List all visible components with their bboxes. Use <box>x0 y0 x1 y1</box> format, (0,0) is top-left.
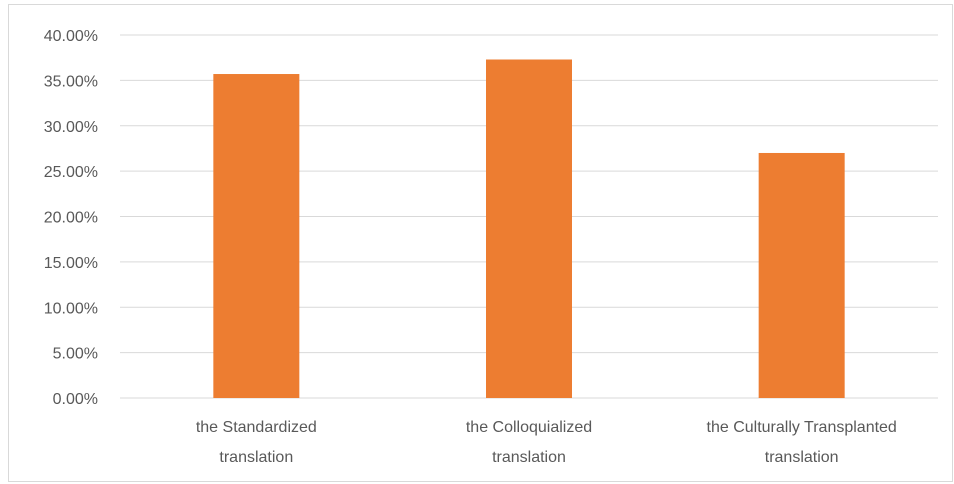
x-category-label-line: the Colloquialized <box>466 419 592 436</box>
x-category-label-line: translation <box>765 449 839 466</box>
y-tick-label: 35.00% <box>44 73 98 90</box>
bar <box>758 152 845 398</box>
x-category-label-line: the Standardized <box>196 419 317 436</box>
y-tick-label: 0.00% <box>53 391 98 408</box>
x-category-label: the Culturally Transplanted translation <box>707 419 897 466</box>
y-tick-label: 15.00% <box>44 255 98 272</box>
y-tick-label: 40.00% <box>44 28 98 45</box>
y-tick-label: 20.00% <box>44 210 98 227</box>
x-category-label: the Colloquialized translation <box>466 419 592 466</box>
y-axis-tick-labels: 0.00% 5.00% 10.00% 15.00% 20.00% 25.00% 30.00%… <box>44 28 98 408</box>
x-category-label-line: translation <box>492 449 566 466</box>
bar <box>486 59 572 398</box>
y-tick-label: 5.00% <box>53 346 98 363</box>
x-category-label-line: translation <box>219 449 293 466</box>
y-tick-label: 30.00% <box>44 119 98 136</box>
x-category-label-line: the Culturally Transplanted <box>707 419 897 436</box>
bars <box>213 59 845 399</box>
y-tick-label: 10.00% <box>44 300 98 317</box>
x-category-label: the Standardized translation <box>196 419 317 466</box>
bar <box>213 74 300 399</box>
y-tick-label: 25.00% <box>44 164 98 181</box>
